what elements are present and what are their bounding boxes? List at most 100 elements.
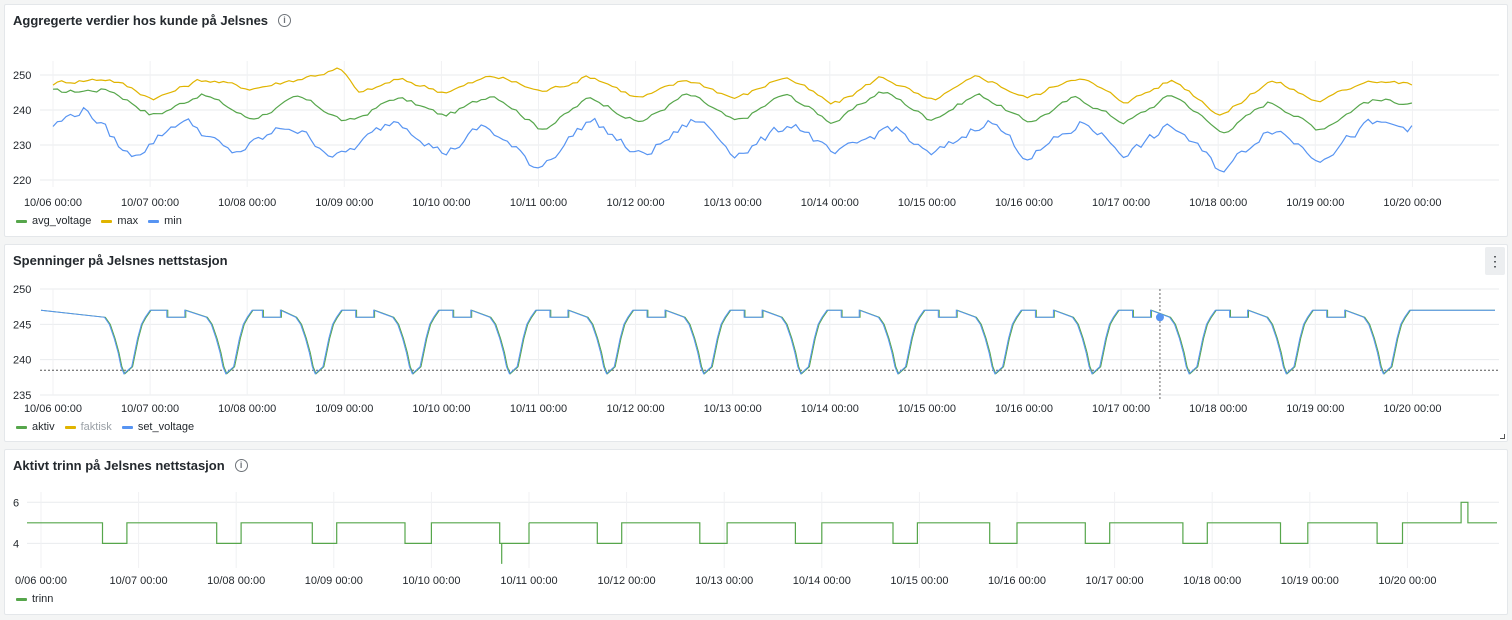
x-tick-label: 10/13 00:00 — [704, 197, 762, 209]
x-tick-label: 10/16 00:00 — [995, 197, 1053, 209]
x-tick-label: 10/09 00:00 — [315, 197, 373, 209]
legend-item-avg-voltage[interactable]: avg_voltage — [16, 215, 91, 227]
legend: avg_voltage max min — [16, 215, 182, 227]
panel-title[interactable]: Aktivt trinn på Jelsnes nettstasjon i — [13, 458, 248, 473]
x-tick-label: 10/15 00:00 — [890, 575, 948, 587]
legend-label: faktisk — [80, 421, 112, 433]
x-tick-label: 10/08 00:00 — [218, 197, 276, 209]
panel-aggregated-customer: Aggregerte verdier hos kunde på Jelsnes … — [4, 4, 1508, 237]
x-tick-label: 10/11 00:00 — [500, 575, 557, 587]
x-tick-label: 10/10 00:00 — [412, 403, 470, 415]
x-tick-label: 10/12 00:00 — [598, 575, 656, 587]
x-tick-label: 10/15 00:00 — [898, 403, 956, 415]
panel-title-text: Aggregerte verdier hos kunde på Jelsnes — [13, 13, 269, 28]
station-voltage-chart[interactable]: 235 240 245 250 10/06 00:00 10/07 00:00 10/08 … — [5, 245, 1507, 441]
x-tick-label: 10/19 00:00 — [1286, 197, 1344, 209]
x-tick-label: 10/12 00:00 — [607, 403, 665, 415]
legend-item-set-voltage[interactable]: set_voltage — [121, 421, 195, 433]
legend-item-min[interactable]: min — [148, 215, 182, 227]
series-line-max — [52, 67, 1413, 116]
panel-title-text: Spenninger på Jelsnes nettstasjon — [13, 253, 228, 268]
info-icon[interactable]: i — [234, 459, 248, 472]
panel-menu-icon[interactable]: ⋮ — [1485, 247, 1505, 275]
x-tick-label: 10/10 00:00 — [402, 575, 460, 587]
x-tick-label: 10/16 00:00 — [988, 575, 1046, 587]
legend-label: trinn — [32, 593, 54, 605]
resize-handle[interactable] — [1500, 434, 1505, 439]
x-tick-label: 10/09 00:00 — [305, 575, 363, 587]
x-tick-label: 10/20 00:00 — [1383, 403, 1441, 415]
x-tick-label: 10/19 00:00 — [1286, 403, 1344, 415]
x-tick-label: 10/13 00:00 — [695, 575, 753, 587]
legend-item-max[interactable]: max — [101, 215, 138, 227]
info-icon[interactable]: i — [278, 14, 292, 27]
panel-title[interactable]: Aggregerte verdier hos kunde på Jelsnes … — [13, 13, 292, 28]
series-line-min — [52, 106, 1413, 173]
x-tick-label: 10/13 00:00 — [704, 403, 762, 415]
series-line-trinn — [27, 501, 1497, 564]
y-tick-label: 220 — [13, 175, 31, 187]
y-tick-label: 230 — [13, 140, 31, 152]
y-tick-label: 250 — [13, 70, 31, 82]
x-tick-label: 10/18 00:00 — [1189, 197, 1247, 209]
legend-label: aktiv — [32, 421, 55, 433]
x-tick-label: 10/16 00:00 — [995, 403, 1053, 415]
y-tick-label: 245 — [13, 319, 31, 331]
x-tick-label: 10/06 00:00 — [24, 197, 82, 209]
panel-station-voltages: Spenninger på Jelsnes nettstasjon ⋮ 235 2… — [4, 244, 1508, 442]
legend-label: min — [164, 215, 182, 227]
panel-title-text: Aktivt trinn på Jelsnes nettstasjon — [13, 458, 225, 473]
y-tick-label: 250 — [13, 284, 31, 296]
legend-label: max — [117, 215, 139, 227]
x-tick-label: 10/18 00:00 — [1189, 403, 1247, 415]
x-tick-label: 10/11 00:00 — [510, 403, 567, 415]
y-tick-label: 6 — [13, 497, 19, 509]
x-tick-label: 10/12 00:00 — [607, 197, 665, 209]
voltage-aggregate-chart[interactable]: 220 230 240 250 10/06 00:00 10/07 00:00 10/08 … — [5, 5, 1507, 236]
x-tick-label: 10/08 00:00 — [218, 403, 276, 415]
x-tick-label: 10/07 00:00 — [121, 403, 179, 415]
x-tick-label: 10/09 00:00 — [315, 403, 373, 415]
x-tick-label: 10/14 00:00 — [801, 197, 859, 209]
x-tick-label: 10/06 00:00 — [24, 403, 82, 415]
hover-point — [1155, 313, 1164, 322]
legend-swatch — [16, 597, 27, 601]
legend: aktiv faktisk set_voltage — [16, 421, 194, 433]
legend-item-aktiv[interactable]: aktiv — [16, 421, 55, 433]
legend-swatch — [148, 219, 160, 223]
legend-swatch — [64, 425, 76, 429]
y-tick-label: 4 — [13, 538, 19, 550]
legend-item-faktisk[interactable]: faktisk — [64, 421, 112, 433]
legend-label: set_voltage — [137, 421, 195, 433]
legend-swatch — [16, 425, 27, 429]
x-tick-label: 10/19 00:00 — [1281, 575, 1339, 587]
panel-title[interactable]: Spenninger på Jelsnes nettstasjon — [13, 253, 228, 268]
x-tick-label: 10/07 00:00 — [110, 575, 168, 587]
x-tick-label: 10/20 00:00 — [1383, 197, 1441, 209]
x-tick-label: 10/17 00:00 — [1086, 575, 1144, 587]
x-tick-label: 10/15 00:00 — [898, 197, 956, 209]
x-tick-label: 10/14 00:00 — [793, 575, 851, 587]
y-tick-label: 235 — [13, 390, 31, 402]
series-line-avg-voltage — [52, 88, 1413, 134]
legend-label: avg_voltage — [32, 215, 92, 227]
x-tick-label: 10/08 00:00 — [207, 575, 265, 587]
x-tick-label: 10/20 00:00 — [1378, 575, 1436, 587]
x-tick-label: 10/11 00:00 — [510, 197, 567, 209]
legend-item-trinn[interactable]: trinn — [16, 593, 53, 605]
legend-swatch — [101, 219, 113, 223]
legend-swatch — [121, 425, 133, 429]
x-tick-label: 10/14 00:00 — [801, 403, 859, 415]
x-tick-label: 10/17 00:00 — [1092, 197, 1150, 209]
x-tick-label: 0/06 00:00 — [15, 575, 67, 587]
x-tick-label: 10/10 00:00 — [412, 197, 470, 209]
series-line-set-voltage — [40, 309, 1495, 375]
panel-active-step: Aktivt trinn på Jelsnes nettstasjon i 4 6… — [4, 449, 1508, 615]
series-line-aktiv — [40, 309, 1495, 375]
x-tick-label: 10/07 00:00 — [121, 197, 179, 209]
x-tick-label: 10/17 00:00 — [1092, 403, 1150, 415]
active-step-chart[interactable]: 4 6 0/06 00:00 10/07 00:00 10/08 00:00 10/09 … — [5, 450, 1507, 614]
x-tick-label: 10/18 00:00 — [1183, 575, 1241, 587]
legend: trinn — [16, 593, 53, 605]
legend-swatch — [16, 219, 27, 223]
